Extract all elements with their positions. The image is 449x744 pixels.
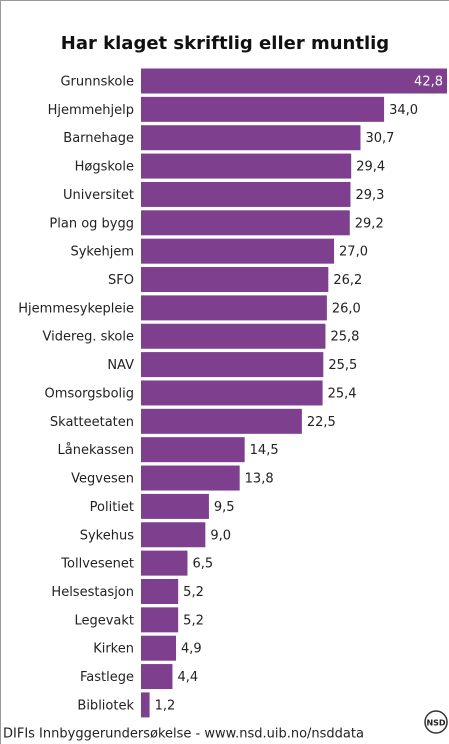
bar: [141, 295, 327, 321]
bar: [141, 408, 302, 434]
bar: [141, 96, 385, 122]
category-label: Videreg. skole: [43, 330, 134, 345]
category-label: Lånekassen: [58, 443, 135, 458]
chart-title: Har klaget skriftlig eller muntlig: [61, 33, 389, 54]
value-label: 25,4: [328, 386, 357, 401]
bar: [141, 153, 352, 179]
bar: [141, 635, 177, 661]
category-label: Kirken: [93, 642, 134, 657]
source: DIFIs Innbyggerundersøkelse - www.nsd.ui…: [3, 727, 364, 742]
value-label: 26,0: [332, 301, 361, 316]
bar: [141, 181, 351, 207]
value-label: 29,3: [355, 188, 384, 203]
value-label: 4,9: [181, 642, 202, 657]
category-label: Vegvesen: [71, 472, 134, 487]
value-label: 9,0: [210, 528, 231, 543]
bar: [141, 68, 447, 94]
value-label: 29,2: [355, 216, 384, 231]
category-label: Plan og bygg: [49, 216, 134, 231]
category-label: Legevakt: [74, 613, 134, 628]
bar: [141, 692, 150, 718]
category-label: Sykehus: [80, 528, 134, 543]
value-label: 4,4: [177, 670, 198, 685]
value-label: 6,5: [192, 557, 213, 572]
category-label: SFO: [108, 273, 134, 288]
logo: NSD: [426, 719, 445, 728]
bar: [141, 125, 361, 151]
bar: [141, 465, 240, 491]
category-label: NAV: [107, 358, 134, 373]
bar: [141, 522, 206, 548]
value-label: 42,8: [414, 75, 443, 90]
category-label: Omsorgsbolig: [45, 386, 134, 401]
bar: [141, 210, 350, 236]
bar: [141, 352, 324, 378]
bar: [141, 493, 209, 519]
value-label: 5,2: [183, 613, 204, 628]
bar: [141, 323, 326, 349]
value-label: 14,5: [250, 443, 279, 458]
category-label: Sykehjem: [70, 245, 134, 260]
value-label: 9,5: [214, 500, 235, 515]
bar: [141, 238, 335, 264]
value-label: 30,7: [365, 131, 394, 146]
category-label: Hjemmesykepleie: [18, 301, 134, 316]
category-label: Skatteetaten: [50, 415, 134, 430]
category-label: Barnehage: [63, 131, 134, 146]
category-label: Politiet: [90, 500, 134, 515]
bar: [141, 267, 329, 293]
category-label: Tollvesenet: [60, 557, 134, 572]
logo-circle: [424, 710, 448, 734]
bar: [141, 578, 179, 604]
value-label: 5,2: [183, 585, 204, 600]
bar: [141, 380, 323, 406]
bar: [141, 664, 173, 690]
category-label: Fastlege: [80, 670, 134, 685]
value-label: 29,4: [356, 160, 385, 175]
category-label: Høgskole: [75, 160, 134, 175]
value-label: 26,2: [333, 273, 362, 288]
bar: [141, 550, 188, 576]
category-label: Helsestasjon: [51, 585, 134, 600]
category-label: Bibliotek: [77, 698, 134, 713]
category-label: Universitet: [63, 188, 134, 203]
value-label: 27,0: [339, 245, 368, 260]
value-label: 13,8: [245, 472, 274, 487]
bar: [141, 437, 245, 463]
category-label: Grunnskole: [60, 75, 134, 90]
value-label: 25,5: [328, 358, 357, 373]
bar: [141, 607, 179, 633]
category-label: Hjemmehjelp: [48, 103, 134, 118]
value-label: 34,0: [389, 103, 418, 118]
value-label: 1,2: [155, 698, 176, 713]
value-label: 25,8: [330, 330, 359, 345]
value-label: 22,5: [307, 415, 336, 430]
